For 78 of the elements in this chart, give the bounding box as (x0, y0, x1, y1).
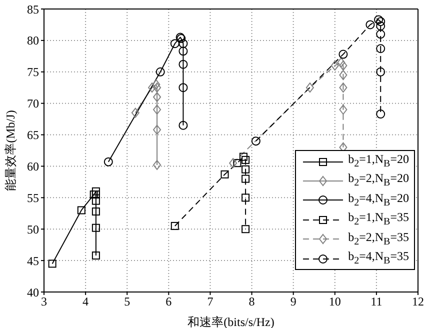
y-tick-label: 55 (27, 190, 39, 205)
point (242, 165, 250, 174)
point (156, 67, 165, 76)
point (242, 174, 250, 183)
point (376, 110, 386, 119)
point (339, 70, 348, 80)
point (376, 17, 386, 26)
y-tick-label: 60 (27, 159, 39, 174)
y-tick-label: 80 (27, 34, 39, 48)
point (220, 170, 229, 178)
point (242, 156, 250, 164)
legend-label: b$_{2}$=2,N$_{B}$=20 (348, 171, 409, 191)
point (339, 60, 348, 71)
point (153, 124, 162, 135)
point (376, 21, 386, 30)
point (153, 92, 162, 102)
point (178, 39, 188, 48)
point (178, 120, 188, 130)
point (48, 260, 56, 268)
x-tick-label: 3 (41, 294, 47, 309)
y-tick-label: 75 (27, 65, 39, 80)
y-tick-label: 45 (27, 254, 39, 268)
y-tick-label: 85 (27, 2, 39, 16)
point (306, 82, 314, 93)
legend-label: b$_{2}$=1,N$_{B}$=20 (348, 152, 409, 172)
point (77, 206, 86, 214)
point (92, 252, 100, 260)
point (92, 187, 100, 196)
point (366, 20, 375, 30)
point (152, 79, 160, 90)
point (170, 39, 180, 48)
point (239, 152, 248, 161)
point (330, 60, 339, 71)
point (153, 160, 162, 170)
point (178, 60, 188, 69)
point (229, 158, 238, 168)
y-tick-label: 50 (27, 222, 39, 236)
point (178, 46, 188, 56)
point (92, 208, 100, 216)
point (148, 82, 156, 93)
point (251, 136, 260, 146)
x-tick-label: 7 (207, 294, 214, 309)
y-tick-label: 70 (27, 96, 39, 111)
point (339, 104, 348, 115)
legend-label: b$_{2}$=4,N$_{B}$=35 (348, 248, 409, 268)
point (376, 30, 386, 39)
legend-label: b$_{2}$=1,N$_{B}$=35 (348, 210, 409, 230)
point (374, 15, 384, 24)
point (104, 157, 113, 166)
x-tick-label: 9 (290, 294, 296, 309)
point (376, 67, 386, 76)
x-tick-label: 10 (328, 294, 341, 309)
x-tick-label: 12 (412, 294, 424, 309)
y-tick-label: 65 (27, 128, 39, 142)
point (178, 83, 188, 92)
x-tick-label: 6 (166, 294, 172, 309)
legend-label: b$_{2}$=2,N$_{B}$=35 (348, 230, 409, 249)
legend-label: b$_{2}$=4,N$_{B}$=20 (348, 190, 409, 210)
x-tick-label: 8 (248, 294, 255, 309)
point (92, 196, 100, 205)
point (337, 57, 346, 68)
point (242, 225, 250, 234)
point (90, 190, 98, 199)
point (242, 194, 250, 202)
point (153, 104, 162, 115)
point (339, 82, 348, 93)
point (131, 108, 140, 118)
point (376, 44, 386, 54)
y-axis-title: 能量效率(Mb/J) (3, 110, 18, 191)
point (92, 224, 100, 232)
point (233, 159, 242, 168)
x-tick-label: 4 (82, 294, 89, 309)
y-tick-label: 40 (27, 285, 39, 300)
x-tick-label: 11 (370, 294, 382, 309)
point (170, 222, 179, 230)
point (153, 82, 162, 93)
point (338, 50, 348, 59)
x-tick-label: 5 (124, 294, 130, 309)
